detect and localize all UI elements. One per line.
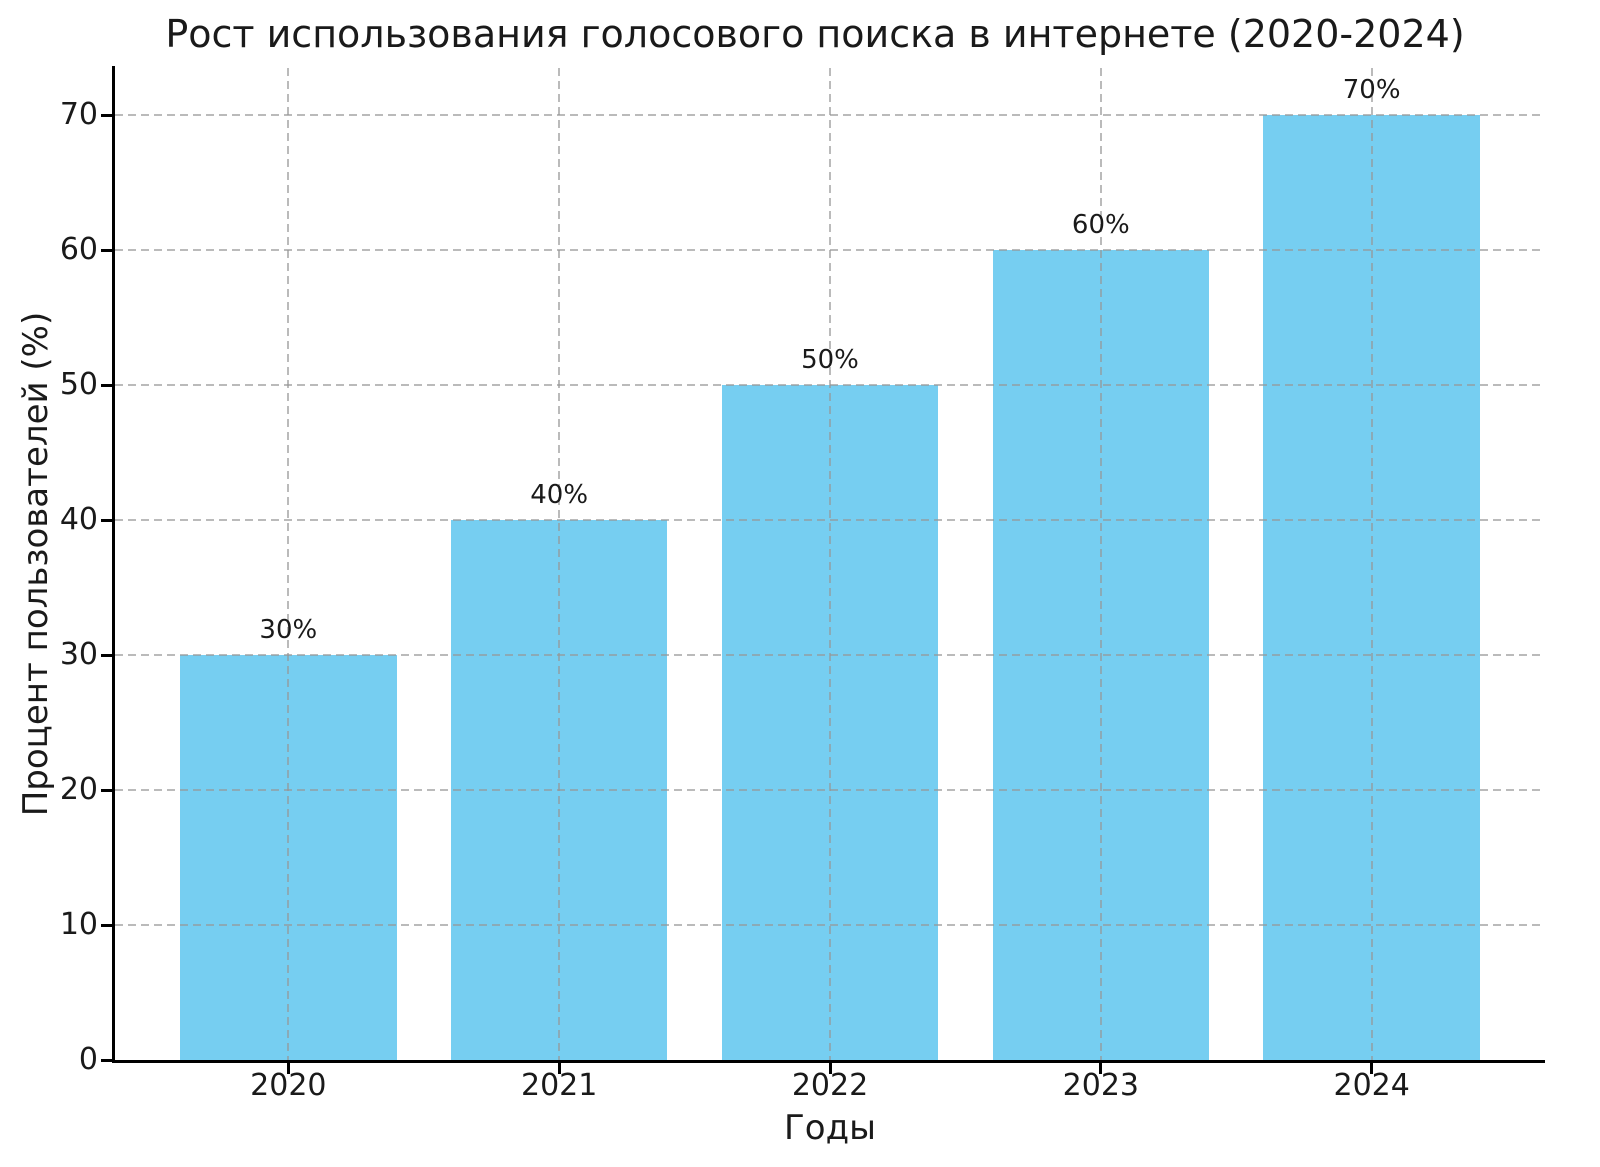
- x-tick-mark-2020: [286, 1063, 290, 1074]
- plot-area: 30% 40% 50% 60% 70%: [115, 68, 1545, 1060]
- y-tick-label-70: 70: [59, 97, 98, 133]
- y-tick-label-40: 40: [59, 502, 98, 538]
- y-tick-mark-30: [101, 653, 112, 657]
- v-gridline-2021: [558, 68, 561, 1060]
- chart-title: Рост использования голосового поиска в и…: [165, 12, 1465, 56]
- x-axis-spine: [112, 1060, 1545, 1063]
- x-tick-label-2023: 2023: [1062, 1068, 1140, 1103]
- x-axis-label: Годы: [784, 1108, 876, 1148]
- y-tick-label-50: 50: [59, 367, 98, 403]
- v-gridline-2023: [1099, 68, 1102, 1060]
- y-tick-mark-10: [101, 923, 112, 927]
- x-tick-mark-2023: [1099, 1063, 1103, 1074]
- y-tick-label-60: 60: [59, 232, 98, 268]
- bar-value-label-2024: 70%: [1342, 75, 1401, 106]
- x-tick-label-2020: 2020: [250, 1068, 327, 1103]
- v-gridline-2022: [829, 68, 831, 1060]
- y-tick-mark-60: [101, 248, 112, 252]
- y-tick-mark-50: [101, 383, 112, 387]
- x-tick-mark-2022: [828, 1063, 832, 1074]
- y-tick-mark-20: [101, 788, 112, 792]
- y-tick-mark-40: [101, 518, 112, 522]
- y-tick-mark-70: [101, 113, 112, 117]
- bar-value-label-2020: 30%: [259, 615, 318, 646]
- y-tick-label-0: 0: [78, 1042, 98, 1077]
- v-gridline-2024: [1370, 68, 1373, 1060]
- x-tick-mark-2024: [1370, 1063, 1374, 1074]
- y-tick-label-30: 30: [59, 637, 98, 673]
- x-tick-label-2022: 2022: [791, 1068, 869, 1103]
- bar-value-label-2022: 50%: [801, 345, 859, 376]
- v-gridline-2020: [287, 68, 290, 1060]
- bar-value-label-2023: 60%: [1071, 210, 1130, 241]
- x-tick-label-2024: 2024: [1333, 1068, 1410, 1103]
- y-tick-label-20: 20: [59, 772, 98, 808]
- bar-value-label-2021: 40%: [530, 480, 589, 511]
- x-tick-label-2021: 2021: [520, 1068, 598, 1103]
- y-tick-label-10: 10: [59, 907, 98, 943]
- y-tick-mark-0: [101, 1058, 112, 1062]
- x-tick-mark-2021: [557, 1063, 561, 1074]
- y-axis-spine: [112, 66, 115, 1063]
